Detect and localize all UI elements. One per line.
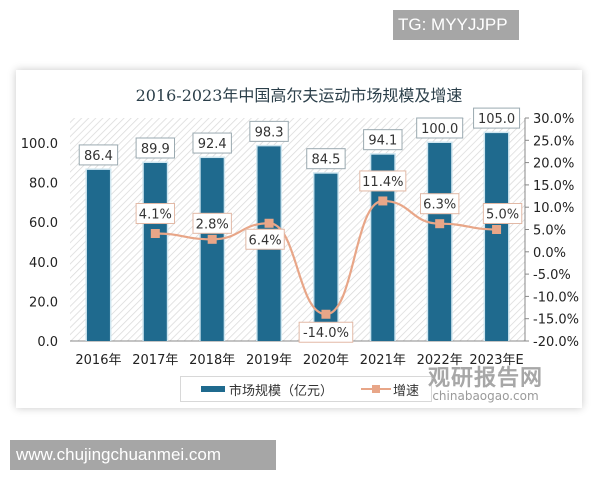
chart-card: 2016-2023年中国高尔夫运动市场规模及增速 0.0 20.0 40.0 60.0…	[16, 70, 582, 408]
left-axis-tick: 20.0	[29, 295, 58, 310]
growth-marker	[207, 234, 217, 244]
chart-title: 2016-2023年中国高尔夫运动市场规模及增速	[135, 86, 463, 105]
right-axis-tick: 15.0%	[533, 179, 574, 194]
growth-value-label: 6.3%	[423, 198, 456, 213]
right-axis-tick: 30.0%	[533, 112, 574, 127]
growth-marker	[435, 219, 445, 229]
right-axis-tick: -10.0%	[533, 290, 579, 305]
growth-value-label: 6.4%	[249, 233, 282, 248]
legend-bar-swatch-icon	[201, 386, 225, 392]
growth-marker	[378, 196, 388, 206]
chart-plot: 0.0 20.0 40.0 60.0 80.0 100.0 30.0% 25.0% 20.0% 1…	[21, 107, 579, 368]
watermark-cn: 观研报告网	[428, 366, 544, 391]
chart-legend: 市场规模（亿元） 增速	[180, 376, 432, 402]
left-axis-tick: 60.0	[29, 216, 58, 231]
right-axis-tick: 25.0%	[533, 134, 574, 149]
legend-bar-label: 市场规模（亿元）	[229, 383, 334, 399]
growth-marker	[264, 218, 274, 228]
bar-value-label: 92.4	[198, 137, 227, 152]
watermark-en: chinabaogao.com	[432, 389, 539, 403]
bar	[143, 162, 167, 341]
x-axis-label: 2019年	[246, 353, 292, 368]
x-axis-label: 2018年	[189, 353, 235, 368]
right-axis-tick: -5.0%	[533, 268, 571, 283]
x-axis-label: 2016年	[75, 353, 121, 368]
growth-value-label: 5.0%	[486, 208, 519, 223]
x-axis-label: 2022年	[417, 353, 463, 368]
bar	[200, 158, 224, 341]
bar-value-label: 84.5	[311, 153, 340, 168]
right-axis-tick: 5.0%	[533, 224, 566, 239]
growth-value-label: 2.8%	[196, 217, 229, 232]
bar-value-label: 94.1	[368, 134, 397, 149]
left-axis-tick: 0.0	[37, 335, 58, 350]
left-axis-tick: 100.0	[21, 137, 58, 152]
right-axis-tick: 10.0%	[533, 201, 574, 216]
bar	[428, 143, 452, 341]
growth-value-label: 4.1%	[139, 208, 172, 223]
bar	[86, 169, 110, 341]
growth-marker	[492, 225, 502, 234]
bar	[485, 133, 509, 341]
tg-watermark-badge: TG: MYYJJPP	[393, 10, 519, 40]
bar-value-label: 86.4	[84, 149, 113, 164]
x-axis-label: 2023年E	[469, 353, 523, 368]
growth-marker	[150, 229, 160, 239]
left-axis-tick: 40.0	[29, 256, 58, 271]
growth-marker	[321, 309, 331, 319]
growth-value-label: -14.0%	[303, 326, 349, 341]
bar	[314, 173, 338, 341]
x-axis-label: 2021年	[360, 353, 406, 368]
right-axis-tick: 20.0%	[533, 157, 574, 172]
bar-value-label: 89.9	[141, 142, 170, 157]
right-axis-tick: -20.0%	[533, 335, 579, 350]
bar-value-label: 105.0	[478, 112, 515, 127]
right-axis-tick: 0.0%	[533, 246, 566, 261]
x-axis-label: 2017年	[132, 353, 178, 368]
x-axis-label: 2020年	[303, 353, 349, 368]
legend-line-swatch-icon	[361, 384, 392, 394]
site-watermark-badge: www.chujingchuanmei.com	[10, 440, 276, 470]
growth-value-label: 11.4%	[362, 175, 403, 190]
left-axis-tick: 80.0	[29, 177, 58, 192]
right-axis-tick: -15.0%	[533, 313, 579, 328]
chinabaogao-watermark: 观研报告网 chinabaogao.com	[428, 360, 543, 403]
legend-line-label: 增速	[393, 383, 420, 399]
bar-value-label: 100.0	[421, 122, 458, 137]
bar-value-label: 98.3	[255, 125, 284, 140]
